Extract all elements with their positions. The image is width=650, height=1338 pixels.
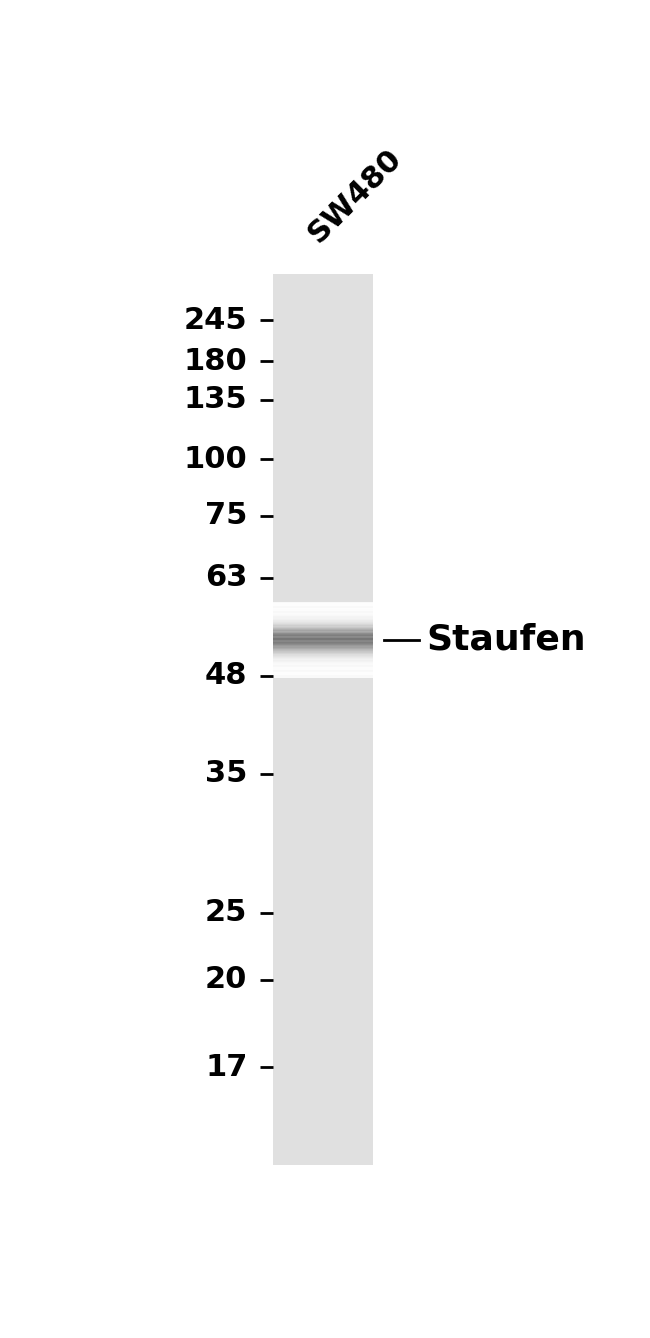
Text: 100: 100 <box>184 444 248 474</box>
Text: 245: 245 <box>184 306 248 334</box>
Text: 180: 180 <box>184 347 248 376</box>
Text: 25: 25 <box>205 898 248 927</box>
Text: 75: 75 <box>205 502 248 530</box>
Text: SW480: SW480 <box>302 143 408 248</box>
Bar <box>273 274 373 1165</box>
Text: 20: 20 <box>205 965 248 994</box>
Text: 63: 63 <box>205 563 248 593</box>
Text: 35: 35 <box>205 759 248 788</box>
Text: 17: 17 <box>205 1053 248 1081</box>
Text: 48: 48 <box>205 661 248 690</box>
Text: Staufen: Staufen <box>426 622 586 657</box>
Text: 135: 135 <box>184 385 248 413</box>
